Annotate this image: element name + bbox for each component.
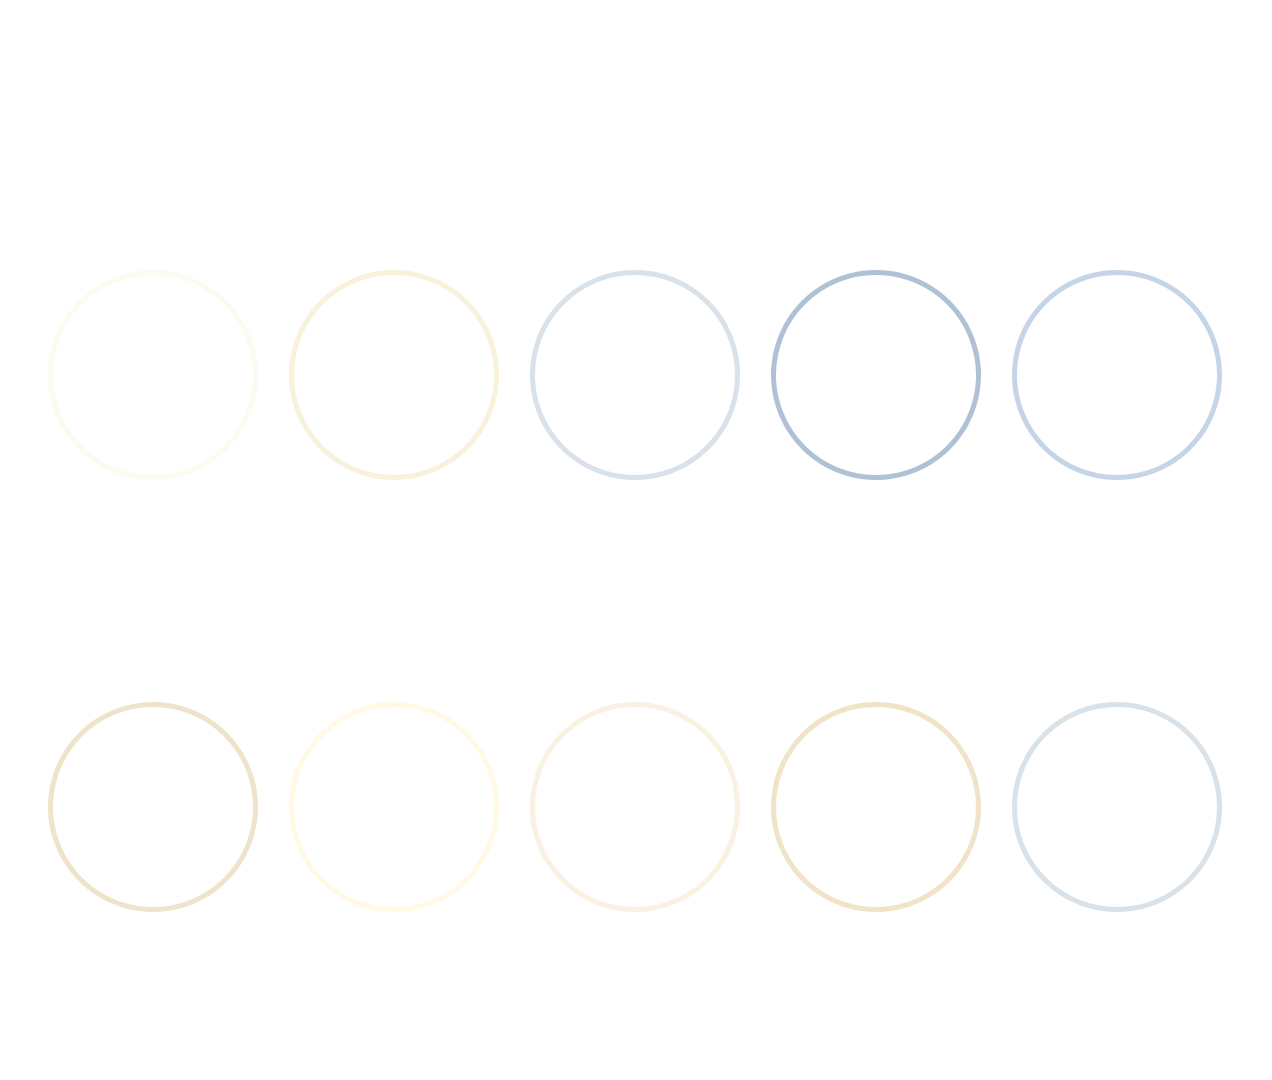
circle-swatch-linen <box>530 702 740 912</box>
circle-swatch-pale-blue <box>530 270 740 480</box>
circle-swatch-steel-blue <box>771 270 981 480</box>
circle-swatch-wheat <box>771 702 981 912</box>
circle-swatch-ivory <box>48 270 258 480</box>
circle-swatch-mist-blue <box>1012 702 1222 912</box>
circle-swatch-cream <box>289 270 499 480</box>
circle-swatch-beige <box>48 702 258 912</box>
circle-swatch-light-cream <box>289 702 499 912</box>
circle-swatch-light-blue <box>1012 270 1222 480</box>
